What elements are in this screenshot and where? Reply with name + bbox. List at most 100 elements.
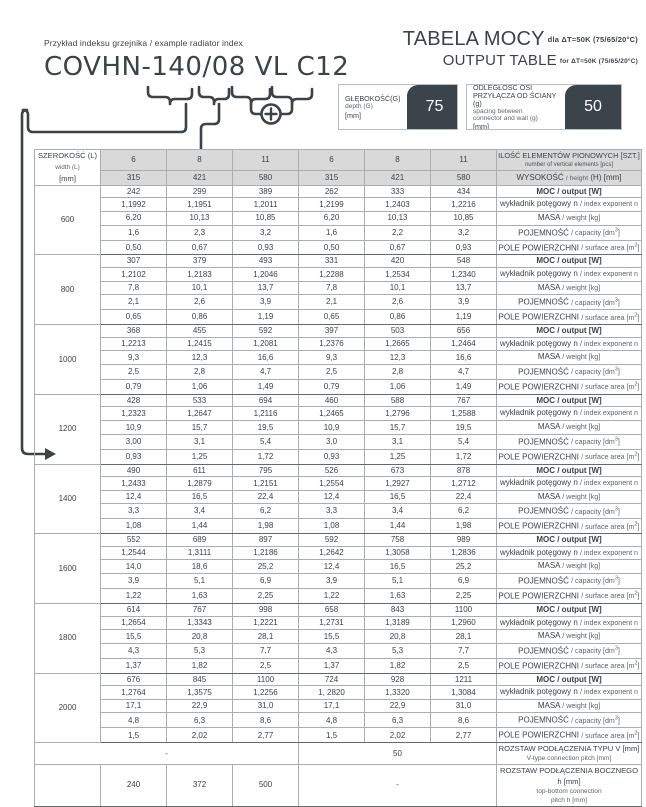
cell-mass-1000-1: 12,3 [166, 350, 233, 365]
cell-exponent-600-1: 1,1951 [166, 197, 233, 212]
row-label-mass-pl: MASA [537, 631, 561, 641]
row-description-area: POLE POWIERZCHNI / surface area [m2] [496, 239, 642, 256]
cell-capacity-800-4: 2,6 [364, 294, 431, 311]
cell-mass-2000-4: 22,9 [364, 698, 431, 714]
row-label-capacity-en: / capacity [dm3] [571, 436, 620, 446]
cell-exponent-1000-0: 1,2213 [100, 336, 167, 352]
row-description-mass: MASA / weight [kg] [496, 280, 642, 296]
header-element-count-1: 8 [166, 149, 233, 171]
cell-area-1200-1: 1,25 [166, 448, 233, 465]
row-description-area: POLE POWIERZCHNI / surface area [m2] [496, 518, 642, 535]
table-row: 1,22 1,63 2,25 1,22 1,63 2,25 POLE POWIERZCHNI… [35, 587, 642, 604]
row-label-area-pl: POLE POWIERZCHNI [498, 382, 579, 392]
cell-exponent-1000-5: 1,2464 [430, 336, 497, 352]
cell-area-1200-3: 0,93 [298, 448, 365, 465]
row-label-power-en: / output [W] [557, 186, 602, 196]
cell-mass-1200-2: 19,5 [232, 420, 299, 435]
row-label-capacity-pl: POJEMNOŚĆ [518, 576, 569, 586]
row-width-label-2000: 2000 [34, 672, 101, 744]
cell-exponent-2000-3: 1, 2820 [298, 685, 365, 700]
row-description-exponent: wykładnik potęgowy n / index exponent n [496, 267, 642, 282]
row-width-label-1600: 1600 [34, 533, 101, 604]
header-elements-desc-en: number of vertical elements [pcs] [524, 161, 614, 168]
cell-power-600-3: 262 [298, 184, 365, 199]
plus-icon-circle [260, 103, 282, 125]
row-description-exponent: wykładnik potęgowy n / index exponent n [496, 197, 642, 212]
cell-exponent-1600-4: 1,3058 [364, 545, 431, 561]
cell-mass-800-2: 13,7 [232, 280, 299, 296]
table-row: 0,50 0,67 0,93 0,50 0,67 0,93 POLE POWIERZCHNI… [35, 239, 642, 256]
row-label-capacity-pl: POJEMNOŚĆ [518, 646, 569, 656]
cell-capacity-800-1: 2,6 [166, 294, 233, 311]
cell-area-600-5: 0,93 [430, 239, 497, 256]
table-row: 0,65 0,86 1,19 0,65 0,86 1,19 POLE POWIERZCHNI… [35, 309, 642, 326]
row-label-exponent-en: / index exponent n [580, 409, 639, 418]
cell-power-1200-3: 460 [298, 393, 365, 408]
header-height-5: 580 [430, 169, 497, 186]
cell-exponent-800-2: 1,2046 [232, 267, 299, 282]
header-element-count-3: 6 [298, 149, 365, 171]
cell-power-1400-2: 795 [232, 463, 299, 478]
row-label-area-en: / surface area [m2] [581, 381, 640, 392]
corner-width-label: SZEROKOŚĆ (L) width (L) [mm] [34, 149, 101, 186]
table-row: 1,2654 1,3343 1,2221 1,2731 1,3189 1,2960 wykł… [35, 615, 642, 631]
cell-exponent-1000-4: 1,2665 [364, 336, 431, 352]
cell-power-800-1: 379 [166, 254, 233, 269]
table-row: 1,37 1,82 2,5 1,37 1,82 2,5 POLE POWIERZCHNI /… [35, 657, 642, 674]
footer-v-desc-en: V-type connection pitch [mm] [526, 755, 612, 763]
row-description-mass: MASA / weight [kg] [496, 698, 642, 714]
table-row: 1,2544 1,3111 1,2186 1,2642 1,3058 1,2836 wykł… [35, 545, 642, 561]
cell-mass-1800-2: 28,1 [232, 629, 299, 644]
cell-capacity-1000-4: 2,8 [364, 363, 431, 380]
cell-capacity-2000-1: 6,3 [166, 712, 233, 729]
row-description-mass: MASA / weight [kg] [496, 350, 642, 365]
row-label-mass-en: / weight [kg] [562, 632, 601, 641]
header-height-desc-pl: WYSOKOŚĆ [516, 172, 564, 182]
row-label-area-pl: POLE POWIERZCHNI [498, 661, 579, 670]
cell-exponent-1800-4: 1,3189 [364, 615, 431, 631]
corner-label-unit: [mm] [59, 174, 76, 184]
spec-wall-label-pl-1: ODLEGŁOŚĆ OSI [473, 84, 533, 92]
cell-mass-2000-3: 17,1 [298, 698, 365, 714]
cell-power-1600-0: 552 [100, 533, 167, 547]
table-row: 0,93 1,25 1,72 0,93 1,25 1,72 POLE POWIERZCHNI… [35, 448, 642, 465]
cell-capacity-2000-0: 4,8 [100, 712, 167, 729]
title-pl-sub: dla ΔT=50K (75/65/20°C) [547, 35, 638, 45]
cell-power-800-3: 331 [298, 254, 365, 269]
row-description-capacity: POJEMNOŚĆ / capacity [dm3] [496, 433, 642, 450]
spec-depth: GŁĘBOKOŚĆ(G) depth (G) [mm] 75 [338, 84, 458, 130]
cell-exponent-1400-4: 1,2927 [364, 476, 431, 491]
row-label-mass-pl: MASA [537, 491, 561, 501]
cell-power-2000-4: 928 [364, 672, 431, 687]
row-label-mass-pl: MASA [537, 700, 561, 710]
cell-exponent-1400-3: 1,2554 [298, 476, 365, 491]
cell-capacity-1000-2: 4,7 [232, 363, 299, 380]
header-height-4: 421 [364, 169, 431, 186]
cell-exponent-1800-1: 1,3343 [166, 615, 233, 631]
cell-mass-2000-5: 31,0 [430, 698, 497, 714]
row-label-capacity-en: / capacity [dm3] [571, 645, 620, 656]
table-row: 3,3 3,4 6,2 3,3 3,4 6,2 POJEMNOŚĆ / capacity [… [35, 503, 642, 520]
row-label-capacity-pl: POJEMNOŚĆ [518, 436, 569, 446]
corner-label-en: width (L) [55, 163, 80, 171]
cell-capacity-1200-2: 5,4 [232, 433, 299, 450]
row-width-label-800: 800 [34, 254, 101, 326]
row-label-area-en: / surface area [m2] [581, 242, 640, 252]
row-description-area: POLE POWIERZCHNI / surface area [m2] [496, 309, 642, 326]
header-element-count-2: 11 [232, 149, 299, 171]
cell-area-1200-4: 1,25 [364, 448, 431, 465]
cell-area-1800-1: 1,82 [166, 657, 233, 674]
row-label-exponent-pl: wykładnik potęgowy n [499, 408, 578, 418]
row-label-mass-en: / weight [kg] [562, 213, 601, 222]
cell-exponent-600-3: 1,2199 [298, 197, 365, 212]
footer-side-value-2: 500 [232, 763, 299, 807]
cell-capacity-600-3: 1,6 [298, 224, 365, 241]
cell-power-2000-3: 724 [298, 672, 365, 687]
output-table-page: Przykład indeksu grzejnika / example rad… [20, 28, 642, 807]
row-description-area: POLE POWIERZCHNI / surface area [m2] [496, 657, 642, 674]
cell-exponent-800-1: 1,2183 [166, 267, 233, 282]
row-description-power: MOC / output [W] [496, 184, 642, 199]
row-label-capacity-en: / capacity [dm3] [571, 506, 620, 516]
row-label-area-pl: POLE POWIERZCHNI [498, 591, 579, 601]
table-row: 10,9 15,7 19,5 10,9 15,7 19,5 MASA / weight [k… [35, 420, 642, 435]
